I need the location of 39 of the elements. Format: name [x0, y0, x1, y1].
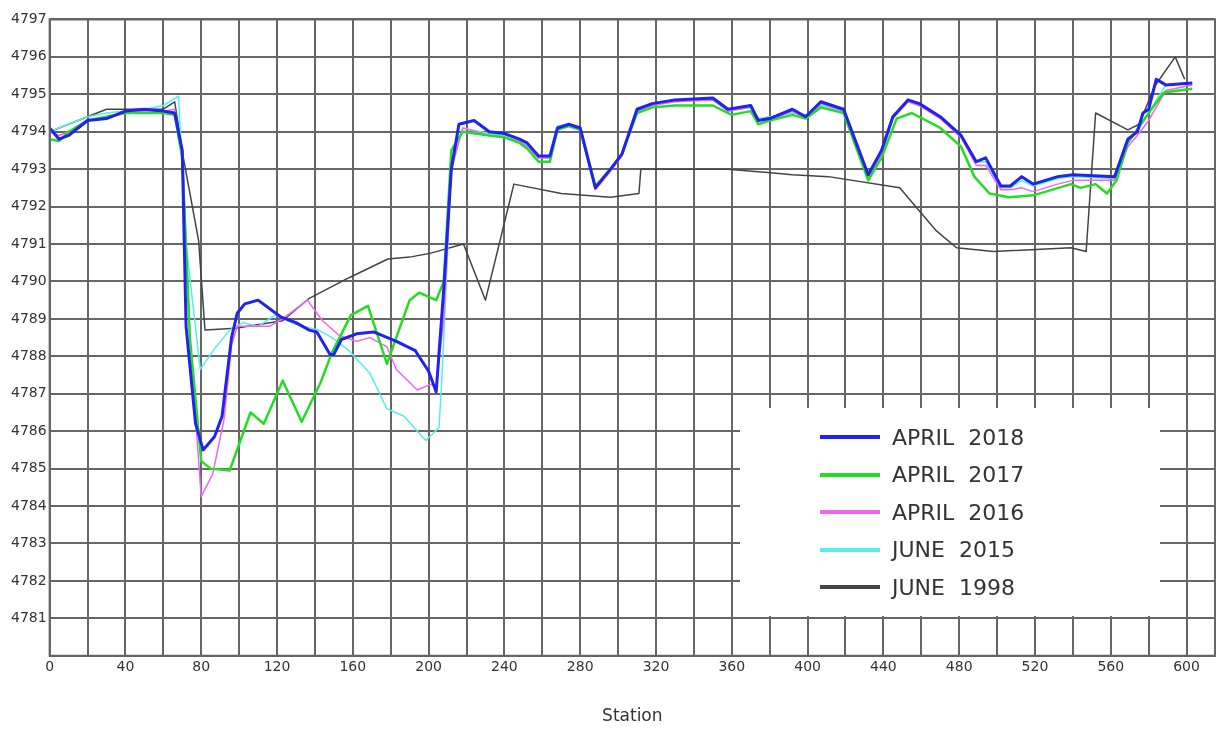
y-tick-label: 4792	[10, 197, 47, 214]
legend-label: APRIL 2017	[892, 462, 1025, 488]
x-tick-label: 480	[945, 657, 973, 674]
y-tick-label: 4791	[10, 234, 47, 251]
x-tick-label: 440	[870, 657, 897, 674]
x-tick-label: 80	[192, 657, 211, 674]
y-tick-label: 4782	[10, 571, 47, 588]
x-tick-label: 280	[566, 657, 594, 674]
y-tick-label: 4794	[10, 122, 47, 139]
legend-label: APRIL 2018	[892, 424, 1025, 450]
x-tick-label: 320	[642, 657, 670, 674]
y-tick-label: 4781	[10, 609, 47, 626]
y-tick-label: 4790	[10, 272, 47, 289]
x-tick-label: 120	[263, 657, 291, 674]
x-tick-label: 200	[415, 657, 442, 674]
y-tick-label: 4797	[10, 10, 47, 27]
y-tick-label: 4787	[10, 384, 47, 401]
x-tick-label: 560	[1097, 657, 1125, 674]
x-tick-label: 360	[718, 657, 746, 674]
legend-label: JUNE 1998	[892, 574, 1015, 600]
legend-label: APRIL 2016	[892, 499, 1025, 525]
x-tick-label: 600	[1173, 657, 1200, 674]
y-tick-label: 4788	[10, 346, 47, 363]
y-tick-label: 4796	[10, 47, 47, 64]
x-axis-title: Station	[602, 705, 663, 726]
y-tick-label: 4783	[10, 534, 47, 551]
y-tick-label: 4793	[10, 159, 47, 176]
y-tick-label: 4795	[10, 84, 47, 101]
legend-label: JUNE 2015	[892, 537, 1015, 563]
y-tick-label: 4789	[10, 309, 47, 326]
y-tick-label: 4786	[10, 421, 47, 438]
x-tick-label: 160	[339, 657, 367, 674]
x-tick-label: 240	[491, 657, 518, 674]
y-tick-label: 4784	[10, 496, 47, 513]
x-tick-label: 40	[116, 657, 135, 674]
x-tick-label: 520	[1021, 657, 1049, 674]
x-tick-label: 400	[794, 657, 821, 674]
x-tick-label: 0	[45, 657, 55, 674]
y-tick-label: 4785	[10, 459, 47, 476]
